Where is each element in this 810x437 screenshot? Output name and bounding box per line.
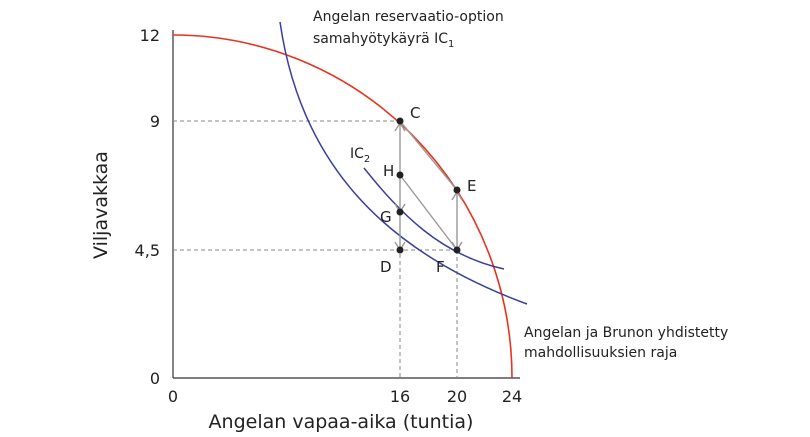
label-d: D [380,258,392,276]
y-tick-4-5: 4,5 [135,241,160,260]
x-tick-0: 0 [168,387,178,406]
ic1-label-line1: Angelan reservaatio-option [313,9,504,25]
label-g: G [380,208,392,226]
frontier-label-line1: Angelan ja Brunon yhdistetty [524,325,728,341]
x-tick-20: 20 [447,387,467,406]
point-c [396,117,404,125]
frontier-label-line2: mahdollisuuksien raja [524,345,677,361]
x-tick-16: 16 [390,387,410,406]
label-h: H [383,162,394,180]
ic1-label-line2: samahyötykäyrä IC1 [313,31,454,50]
label-e: E [467,177,476,195]
y-tick-9: 9 [150,112,160,131]
ic2-label: IC2 [350,146,370,165]
point-f [453,246,461,254]
x-axis-label: Angelan vapaa-aika (tuntia) [209,411,474,433]
y-tick-0: 0 [150,369,160,388]
point-g [396,208,404,216]
y-axis-label: Viljavakkaa [90,151,112,259]
frontier-curve [172,34,513,379]
ic1-curve [279,21,528,305]
x-tick-24: 24 [502,387,522,406]
label-f: F [436,258,445,276]
label-c: C [410,104,420,122]
guide-lines [173,120,458,378]
ic2-curve [363,167,505,270]
arrows [394,120,463,252]
points [396,117,461,254]
point-h [396,171,404,179]
point-e [453,186,461,194]
point-d [396,246,404,254]
y-tick-12: 12 [140,26,160,45]
